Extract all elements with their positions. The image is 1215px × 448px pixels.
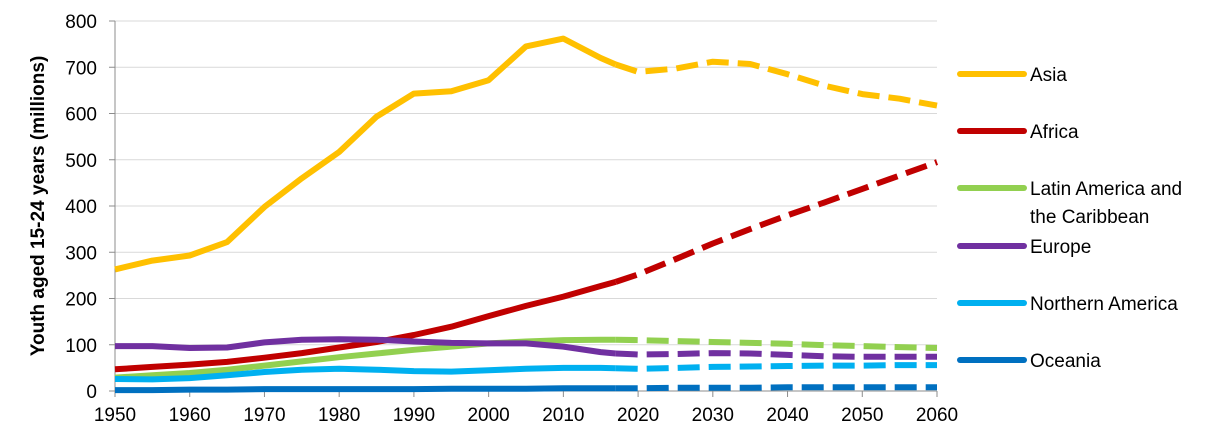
legend-item-northern-america: Northern America (957, 294, 1178, 315)
series-northern-america (114, 362, 937, 383)
line-oceania-projection (615, 384, 937, 392)
series-latin-america-and-the-caribbean (114, 336, 938, 381)
y-axis-label: Youth aged 15-24 years (millions) (28, 56, 49, 357)
line-europe-projection (615, 350, 937, 360)
legend-label-europe: Europe (1030, 237, 1091, 258)
x-tick-label-1970: 1970 (243, 405, 285, 426)
legend-item-africa: Africa (957, 122, 1079, 143)
x-tick-label-2000: 2000 (467, 405, 509, 426)
y-tick-label-300: 300 (65, 243, 97, 264)
legend-item-europe: Europe (957, 237, 1091, 258)
series-lines (114, 35, 939, 394)
x-tick-label-2050: 2050 (841, 405, 883, 426)
series-oceania (115, 384, 937, 394)
x-tick-label-2010: 2010 (542, 405, 584, 426)
legend-label-northern-america: Northern America (1030, 294, 1178, 315)
line-northern-america-estimates (114, 364, 616, 383)
y-tick-label-100: 100 (65, 336, 97, 357)
x-tick-label-1950: 1950 (94, 405, 136, 426)
y-tick-label-200: 200 (65, 290, 97, 311)
line-africa-projection (614, 159, 939, 285)
y-tick-label-0: 0 (86, 382, 97, 403)
legend: Asia Africa Latin America and the Caribbean… (957, 65, 1182, 372)
y-tick-label-700: 700 (65, 58, 97, 79)
line-oceania-estimates (115, 385, 616, 394)
x-tick-label-1980: 1980 (318, 405, 360, 426)
y-tick-label-800: 800 (65, 12, 97, 33)
legend-item-asia: Asia (957, 65, 1067, 86)
gridlines (115, 20, 937, 346)
line-latin-america-and-the-caribbean-estimates (114, 336, 616, 381)
y-tick-label-600: 600 (65, 105, 97, 126)
line-latin-america-and-the-caribbean-projection (615, 336, 938, 351)
x-tick-label-1990: 1990 (393, 405, 435, 426)
line-northern-america-projection (615, 362, 937, 372)
legend-item-oceania: Oceania (957, 351, 1101, 372)
legend-label-latin-america-and-the-caribbean: Latin America and the Caribbean (1030, 179, 1182, 228)
line-asia-projection (614, 58, 938, 109)
x-tick-label-2030: 2030 (692, 405, 734, 426)
legend-label-asia: Asia (1030, 65, 1067, 86)
x-tick-label-2060: 2060 (916, 405, 958, 426)
tick-labels: 0 100 200 300 400 500 600 700 800 1950 1960 1970 198… (65, 12, 958, 426)
x-tick-label-1960: 1960 (169, 405, 211, 426)
y-tick-label-500: 500 (65, 151, 97, 172)
line-asia-estimates (114, 35, 617, 273)
series-europe (115, 336, 937, 360)
legend-label-africa: Africa (1030, 122, 1079, 143)
y-tick-label-400: 400 (65, 197, 97, 218)
legend-item-latin-america-and-the-caribbean: Latin America and the Caribbean (957, 179, 1182, 228)
line-europe-estimates (115, 336, 616, 357)
series-asia (114, 35, 938, 273)
x-tick-label-2040: 2040 (766, 405, 808, 426)
legend-label-oceania: Oceania (1030, 351, 1101, 372)
series-africa (114, 159, 939, 373)
x-tick-label-2020: 2020 (617, 405, 659, 426)
